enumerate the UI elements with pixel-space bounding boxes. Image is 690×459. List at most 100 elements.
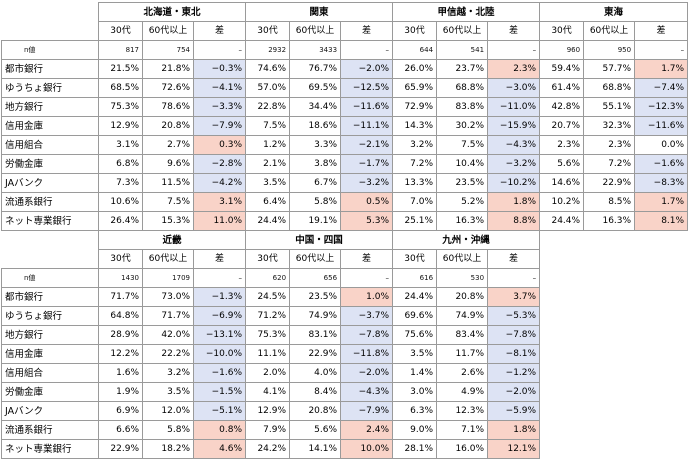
region-header-row: 北海道・東北 関東 甲信越・北陸 東海: [2, 2, 689, 22]
value-diff: −2.0%: [340, 59, 394, 79]
value-60plus: 71.7%: [142, 306, 194, 326]
value-30s: 22.9%: [98, 439, 143, 459]
col-header-60plus: 60代以上: [436, 21, 489, 41]
value-60plus: 73.0%: [142, 287, 194, 307]
table-row: 地方銀行 75.3% 78.6% −3.3% 22.8% 34.4% −11.6% 72.9%…: [1, 97, 689, 117]
value-60plus: 16.0%: [436, 439, 489, 459]
value-30s: 75.6%: [392, 325, 438, 345]
value-diff: 1.8%: [487, 192, 541, 212]
value-30s: 1.6%: [98, 363, 143, 383]
value-30s: 12.9%: [245, 401, 291, 421]
value-30s: 11.1%: [245, 344, 291, 364]
value-diff: −11.1%: [340, 116, 394, 136]
col-header-60plus: 60代以上: [142, 249, 194, 269]
sample-size-value: 644: [392, 40, 438, 60]
value-30s: 1.2%: [245, 135, 291, 155]
value-60plus: 22.2%: [142, 344, 194, 364]
value-60plus: 83.4%: [436, 325, 489, 345]
value-diff: 1.7%: [634, 192, 689, 212]
table-row: 信用組合 3.1% 2.7% 0.3% 1.2% 3.3% −2.1% 3.2% 7.5% −4.…: [1, 135, 689, 155]
value-diff: −11.8%: [340, 344, 394, 364]
value-30s: 12.9%: [98, 116, 143, 136]
empty-cell: [540, 288, 688, 307]
bank-type-label: ゆうちょ銀行: [1, 78, 99, 98]
value-30s: 14.3%: [392, 116, 438, 136]
value-60plus: 22.9%: [583, 173, 636, 193]
value-60plus: 3.5%: [142, 382, 194, 402]
value-diff: −4.2%: [192, 173, 247, 193]
bank-type-label: 信用組合: [1, 363, 99, 383]
value-60plus: 69.5%: [289, 78, 342, 98]
value-60plus: 23.5%: [436, 173, 489, 193]
value-30s: 69.6%: [392, 306, 438, 326]
value-diff: 0.5%: [340, 192, 394, 212]
value-60plus: 7.2%: [583, 154, 636, 174]
value-diff: −2.8%: [192, 154, 247, 174]
table-row: ネット専業銀行 26.4% 15.3% 11.0% 24.4% 19.1% 5.3% 25.1…: [1, 211, 689, 231]
bank-type-label: 信用金庫: [1, 344, 99, 364]
empty-cell: [540, 364, 688, 383]
value-diff: 1.7%: [634, 59, 689, 79]
value-60plus: 23.5%: [289, 287, 342, 307]
region-header-row: 近畿 中国・四国 九州・沖縄: [2, 230, 688, 250]
sample-size-value: –: [487, 268, 541, 288]
value-30s: 1.4%: [392, 363, 438, 383]
col-header-diff: 差: [340, 21, 394, 41]
value-60plus: 3.8%: [289, 154, 342, 174]
value-60plus: 7.1%: [436, 420, 489, 440]
value-30s: 6.3%: [392, 401, 438, 421]
sample-size-value: –: [634, 40, 689, 60]
col-header-diff: 差: [340, 249, 394, 269]
sample-size-value: 616: [392, 268, 438, 288]
value-diff: −2.0%: [340, 363, 394, 383]
value-60plus: 83.8%: [436, 97, 489, 117]
value-diff: −8.1%: [487, 344, 541, 364]
value-diff: −11.6%: [340, 97, 394, 117]
value-diff: 8.1%: [634, 211, 689, 231]
value-30s: 71.7%: [98, 287, 143, 307]
value-30s: 24.2%: [245, 439, 291, 459]
bank-type-label: ゆうちょ銀行: [1, 306, 99, 326]
value-60plus: 8.4%: [289, 382, 342, 402]
value-30s: 2.3%: [539, 135, 585, 155]
value-60plus: 16.3%: [583, 211, 636, 231]
value-30s: 72.9%: [392, 97, 438, 117]
value-diff: 3.7%: [487, 287, 541, 307]
value-30s: 28.9%: [98, 325, 143, 345]
empty-cell: [540, 250, 688, 269]
bank-type-label: ネット専業銀行: [1, 439, 99, 459]
value-diff: 5.3%: [340, 211, 394, 231]
value-60plus: 12.3%: [436, 401, 489, 421]
value-30s: 24.4%: [539, 211, 585, 231]
value-60plus: 16.3%: [436, 211, 489, 231]
col-header-60plus: 60代以上: [289, 249, 342, 269]
value-diff: 2.3%: [487, 59, 541, 79]
value-60plus: 19.1%: [289, 211, 342, 231]
value-diff: −15.9%: [487, 116, 541, 136]
value-30s: 24.5%: [245, 287, 291, 307]
sample-size-label: n値: [1, 268, 99, 288]
value-diff: −8.3%: [634, 173, 689, 193]
col-header-30s: 30代: [392, 249, 438, 269]
col-header-30s: 30代: [98, 21, 143, 41]
value-diff: −13.1%: [192, 325, 247, 345]
value-60plus: 83.1%: [289, 325, 342, 345]
value-diff: −2.1%: [340, 135, 394, 155]
value-60plus: 76.7%: [289, 59, 342, 79]
value-30s: 7.5%: [245, 116, 291, 136]
value-diff: −3.3%: [192, 97, 247, 117]
value-30s: 3.2%: [392, 135, 438, 155]
sample-size-value: 1709: [142, 268, 194, 288]
value-30s: 57.0%: [245, 78, 291, 98]
value-30s: 3.5%: [245, 173, 291, 193]
value-diff: −3.7%: [340, 306, 394, 326]
sample-size-value: 1430: [98, 268, 143, 288]
table-row: JAバンク 7.3% 11.5% −4.2% 3.5% 6.7% −3.2% 13.3% 23.…: [1, 173, 689, 193]
value-diff: −7.9%: [192, 116, 247, 136]
region-title: 近畿: [97, 230, 247, 250]
region-title: 九州・沖縄: [392, 230, 541, 250]
value-30s: 6.4%: [245, 192, 291, 212]
value-60plus: 57.7%: [583, 59, 636, 79]
value-60plus: 21.8%: [142, 59, 194, 79]
value-diff: −1.2%: [487, 363, 541, 383]
